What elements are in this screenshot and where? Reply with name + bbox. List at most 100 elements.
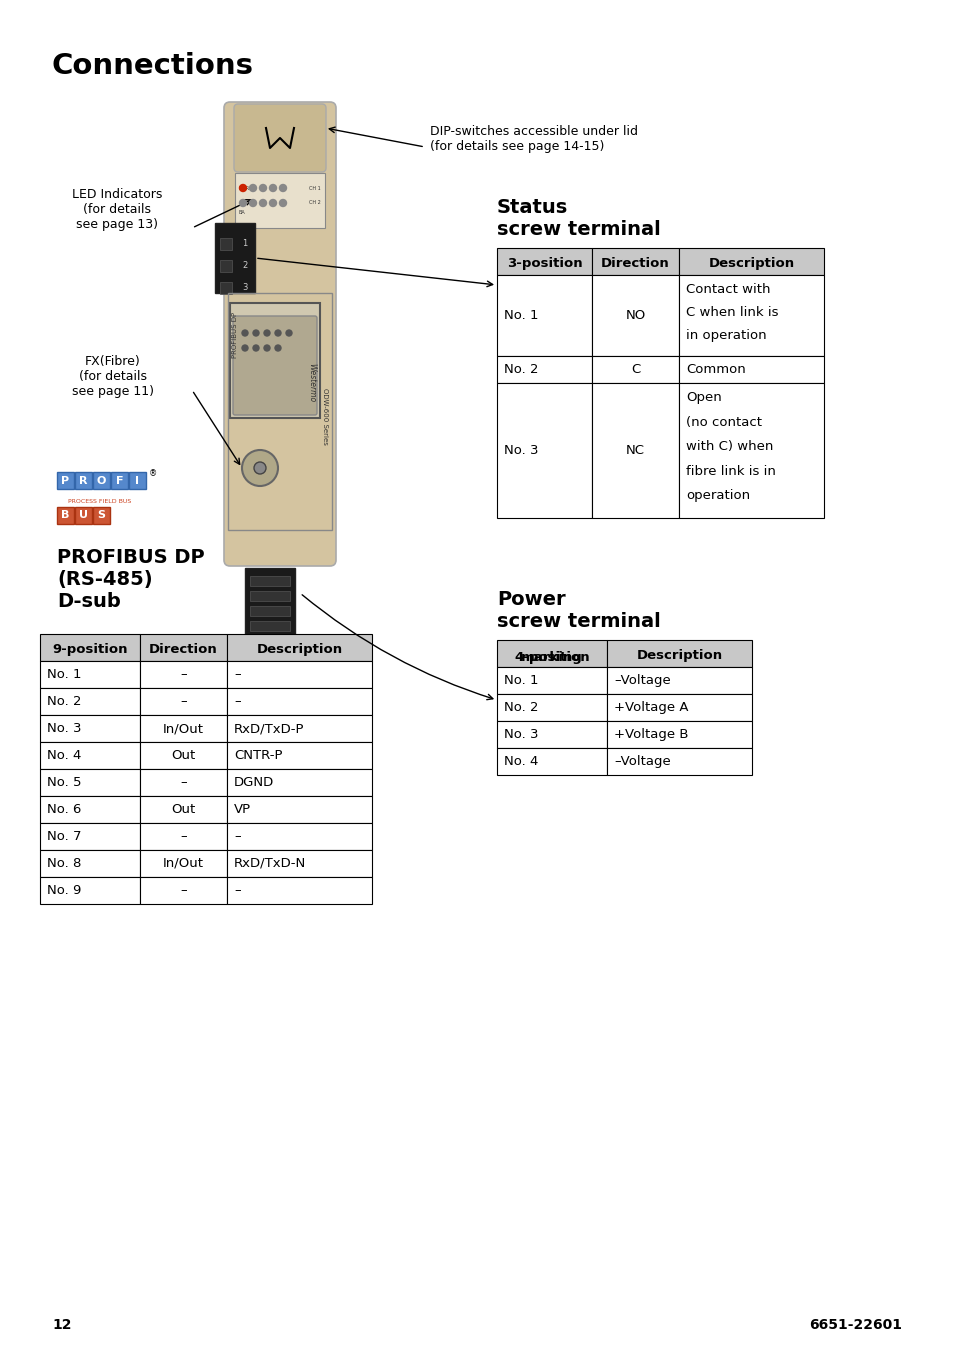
- Text: Description: Description: [636, 650, 721, 662]
- Bar: [227, 688, 372, 715]
- Circle shape: [269, 199, 276, 207]
- Text: PROCESS FIELD BUS: PROCESS FIELD BUS: [68, 500, 131, 504]
- Text: –: –: [233, 830, 240, 844]
- Bar: [592, 248, 679, 275]
- Bar: [40, 688, 140, 715]
- Bar: [40, 769, 140, 796]
- FancyBboxPatch shape: [250, 621, 290, 631]
- Circle shape: [264, 330, 270, 336]
- Circle shape: [242, 330, 248, 336]
- FancyBboxPatch shape: [250, 590, 290, 601]
- Circle shape: [239, 184, 246, 191]
- Bar: [227, 661, 372, 688]
- Bar: [227, 715, 372, 742]
- Text: DIP-switches accessible under lid
(for details see page 14-15): DIP-switches accessible under lid (for d…: [430, 125, 638, 153]
- Bar: [497, 383, 592, 519]
- Circle shape: [259, 184, 266, 191]
- Text: PWR: PWR: [239, 185, 250, 191]
- FancyBboxPatch shape: [92, 506, 110, 524]
- FancyBboxPatch shape: [250, 575, 290, 586]
- Text: No. 4: No. 4: [503, 756, 537, 768]
- Bar: [606, 668, 751, 695]
- Bar: [497, 275, 592, 356]
- FancyBboxPatch shape: [129, 473, 146, 489]
- Circle shape: [274, 345, 281, 351]
- Bar: [497, 640, 606, 668]
- Text: 2: 2: [242, 261, 248, 271]
- FancyBboxPatch shape: [245, 567, 294, 638]
- Bar: [592, 383, 679, 519]
- Bar: [40, 634, 140, 661]
- Text: Direction: Direction: [600, 257, 669, 271]
- Bar: [140, 742, 227, 769]
- Text: 3: 3: [242, 283, 248, 292]
- Bar: [606, 720, 751, 747]
- Bar: [497, 747, 606, 774]
- Circle shape: [279, 199, 286, 207]
- Text: +Voltage B: +Voltage B: [614, 728, 688, 741]
- Text: No. 2: No. 2: [503, 363, 537, 376]
- FancyBboxPatch shape: [250, 607, 290, 616]
- Bar: [140, 823, 227, 850]
- Text: No. 9: No. 9: [47, 884, 81, 896]
- Circle shape: [239, 199, 246, 207]
- Text: ®: ®: [149, 468, 157, 478]
- Text: 4-position: 4-position: [514, 651, 589, 663]
- Text: R: R: [79, 475, 88, 486]
- FancyBboxPatch shape: [57, 506, 74, 524]
- Text: Power: Power: [497, 590, 565, 609]
- Bar: [40, 877, 140, 904]
- Text: (RS-485): (RS-485): [57, 570, 152, 589]
- FancyBboxPatch shape: [57, 473, 74, 489]
- Bar: [227, 823, 372, 850]
- Text: –: –: [233, 884, 240, 896]
- Circle shape: [250, 199, 256, 207]
- FancyBboxPatch shape: [230, 303, 319, 418]
- Text: Contact with: Contact with: [685, 283, 770, 297]
- Text: –: –: [233, 695, 240, 708]
- Text: –: –: [233, 668, 240, 681]
- Text: P: P: [61, 475, 70, 486]
- Text: Open: Open: [685, 391, 721, 403]
- Bar: [227, 877, 372, 904]
- Circle shape: [286, 330, 292, 336]
- Text: NC: NC: [625, 444, 644, 458]
- Bar: [40, 796, 140, 823]
- Text: Connections: Connections: [52, 51, 253, 80]
- Text: Direction: Direction: [149, 643, 217, 657]
- FancyBboxPatch shape: [234, 173, 325, 227]
- Text: In/Out: In/Out: [163, 857, 204, 871]
- Text: B: B: [61, 510, 70, 520]
- Text: 9-position: 9-position: [52, 643, 128, 657]
- Circle shape: [242, 345, 248, 351]
- Text: No. 1: No. 1: [47, 668, 81, 681]
- Bar: [140, 634, 227, 661]
- Circle shape: [250, 184, 256, 191]
- FancyBboxPatch shape: [75, 506, 91, 524]
- FancyBboxPatch shape: [220, 238, 232, 250]
- Bar: [40, 823, 140, 850]
- Text: No. 7: No. 7: [47, 830, 81, 844]
- Text: ODW-600 Series: ODW-600 Series: [322, 389, 328, 445]
- Text: Status: Status: [497, 198, 568, 217]
- Text: RxD/TxD-P: RxD/TxD-P: [233, 722, 304, 735]
- Text: Out: Out: [172, 803, 195, 816]
- Text: No. 2: No. 2: [503, 701, 537, 714]
- Text: C when link is: C when link is: [685, 306, 778, 320]
- Circle shape: [269, 184, 276, 191]
- Bar: [606, 695, 751, 720]
- Bar: [227, 796, 372, 823]
- Bar: [227, 850, 372, 877]
- Bar: [140, 877, 227, 904]
- Text: BA: BA: [239, 210, 246, 215]
- Text: CH 2: CH 2: [309, 200, 320, 206]
- Text: S: S: [97, 510, 106, 520]
- Circle shape: [253, 345, 258, 351]
- Bar: [592, 356, 679, 383]
- Text: NO: NO: [625, 309, 645, 322]
- Text: fibre link is in: fibre link is in: [685, 464, 775, 478]
- Text: No. 3: No. 3: [47, 722, 81, 735]
- Text: O: O: [96, 475, 106, 486]
- Text: Out: Out: [172, 749, 195, 762]
- Text: Common: Common: [685, 363, 745, 376]
